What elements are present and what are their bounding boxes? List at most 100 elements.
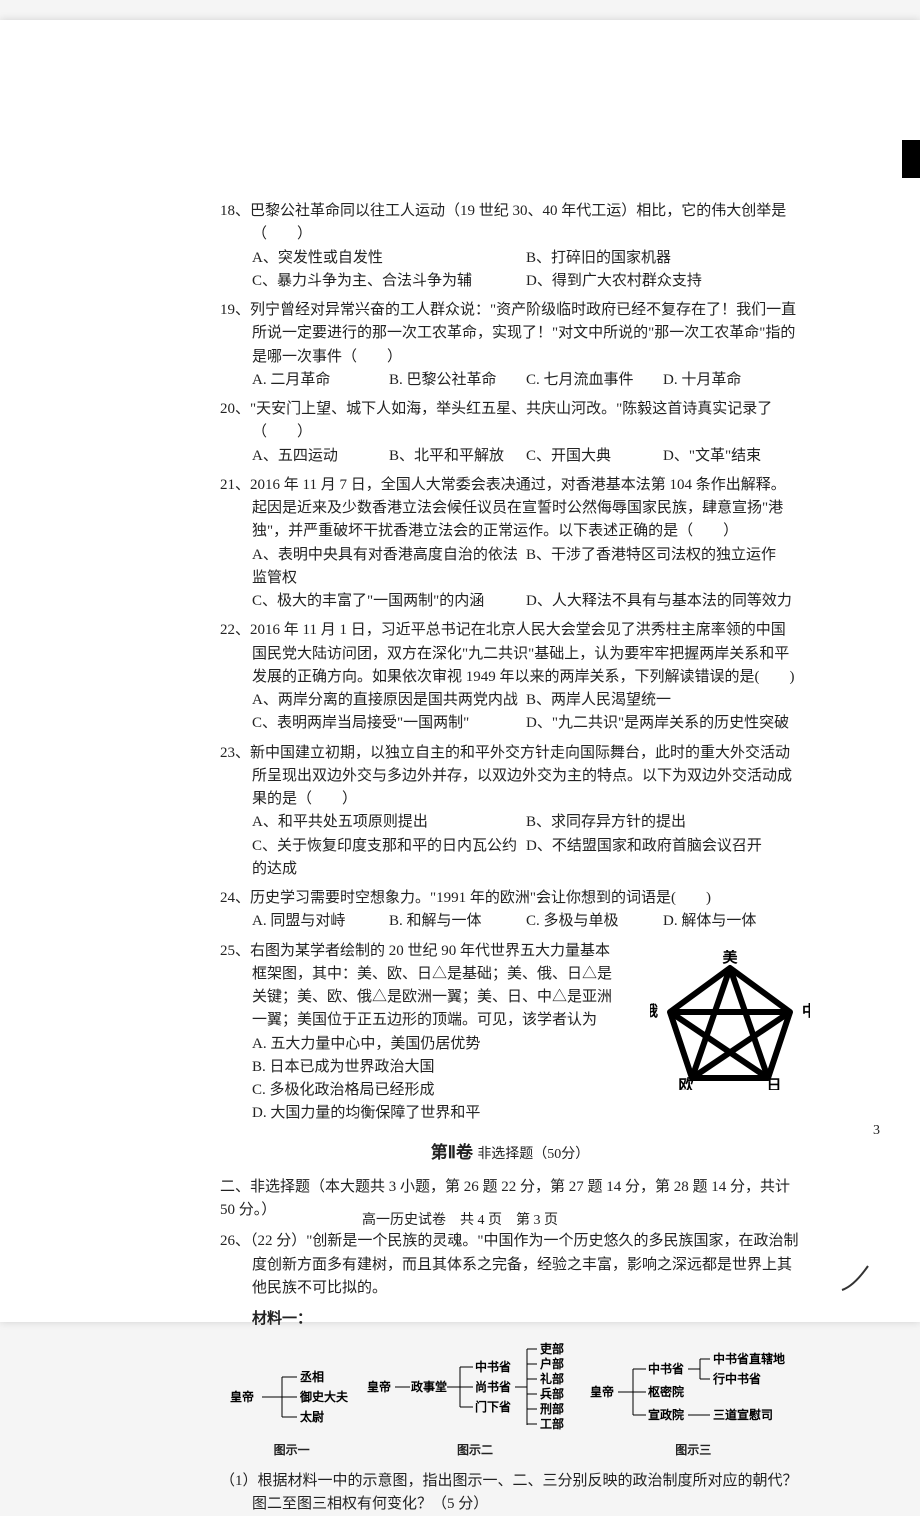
q20-opt-d: D、"文革"结束 bbox=[663, 445, 800, 468]
diagram-1: 皇帝 丞相 御史大夫 太尉 图示一 bbox=[222, 1357, 362, 1460]
d3-r2: 行中书省 bbox=[712, 1371, 761, 1386]
page-footer: 高一历史试卷 共 4 页 第 3 页 bbox=[0, 1210, 920, 1232]
q23-opt-c: C、关于恢复印度支那和平的日内瓦公约的达成 bbox=[252, 835, 526, 882]
q18-opt-c: C、暴力斗争为主、合法斗争为辅 bbox=[252, 270, 526, 293]
q23-opt-b: B、求同存异方针的提出 bbox=[526, 811, 800, 834]
q24-opt-b: B. 和解与一体 bbox=[389, 910, 526, 933]
d3-item-2: 宣政院 bbox=[648, 1407, 684, 1422]
q24-opt-a: A. 同盟与对峙 bbox=[252, 910, 389, 933]
question-23: 23、新中国建立初期，以独立自主的和平外交方针走向国际舞台，此时的重大外交活动所… bbox=[220, 742, 800, 882]
q23-options: A、和平共处五项原则提出 B、求同存异方针的提出 C、关于恢复印度支那和平的日内… bbox=[220, 811, 800, 881]
material-1-diagrams: 皇帝 丞相 御史大夫 太尉 图示一 bbox=[220, 1337, 800, 1460]
pentagon-label-top: 美 bbox=[722, 950, 738, 966]
d2-root: 皇帝 bbox=[367, 1379, 391, 1394]
d2-dept-3: 兵部 bbox=[540, 1386, 564, 1401]
question-20: 20、"天安门上望、城下人如海，举头红五星、共庆山河改。"陈毅这首诗真实记录了（… bbox=[220, 398, 800, 468]
d2-prov-1: 尚书省 bbox=[475, 1379, 511, 1394]
question-19: 19、列宁曾经对异常兴奋的工人群众说："资产阶级临时政府已经不复存在了！我们一直… bbox=[220, 299, 800, 392]
q19-opt-b: B. 巴黎公社革命 bbox=[389, 369, 526, 392]
q25-opt-a: A. 五大力量中心中，美国仍居优势 bbox=[220, 1033, 614, 1056]
d3-item-1: 枢密院 bbox=[648, 1384, 684, 1399]
q22-stem: 22、2016 年 11 月 1 日，习近平总书记在北京人民大会堂会见了洪秀柱主… bbox=[220, 619, 800, 689]
d2-dept-2: 礼部 bbox=[540, 1371, 564, 1386]
corner-mark-icon bbox=[840, 1262, 870, 1292]
q23-opt-a: A、和平共处五项原则提出 bbox=[252, 811, 526, 834]
q21-opt-b: B、干涉了香港特区司法权的独立运作 bbox=[526, 544, 800, 591]
q21-opt-a: A、表明中央具有对香港高度自治的依法监管权 bbox=[252, 544, 526, 591]
d2-dept-0: 吏部 bbox=[540, 1341, 564, 1356]
d2-dept-4: 刑部 bbox=[540, 1401, 564, 1416]
q18-stem: 18、巴黎公社革命同以往工人运动（19 世纪 30、40 年代工运）相比，它的伟… bbox=[220, 200, 800, 247]
q19-options: A. 二月革命 B. 巴黎公社革命 C. 七月流血事件 D. 十月革命 bbox=[220, 369, 800, 392]
pentagon-label-r2: 日 bbox=[766, 1077, 781, 1090]
section-2-title-main: 第Ⅱ卷 bbox=[431, 1143, 473, 1162]
d3-item-0: 中书省 bbox=[648, 1361, 684, 1376]
question-25: 25、右图为某学者绘制的 20 世纪 90 年代世界五大力量基本框架图，其中：美… bbox=[220, 940, 800, 1126]
q18-opt-d: D、得到广大农村群众支持 bbox=[526, 270, 800, 293]
question-18: 18、巴黎公社革命同以往工人运动（19 世纪 30、40 年代工运）相比，它的伟… bbox=[220, 200, 800, 293]
q21-opt-d: D、人大释法不具有与基本法的同等效力 bbox=[526, 590, 800, 613]
page: 18、巴黎公社革命同以往工人运动（19 世纪 30、40 年代工运）相比，它的伟… bbox=[0, 20, 920, 1322]
q20-opt-a: A、五四运动 bbox=[252, 445, 389, 468]
q23-stem: 23、新中国建立初期，以独立自主的和平外交方针走向国际舞台，此时的重大外交活动所… bbox=[220, 742, 800, 812]
diagram-2: 皇帝 政事堂 中书省 尚书省 门下省 吏部 户部 礼部 兵部 刑部 工部 图示二 bbox=[365, 1337, 585, 1460]
d2-dept-5: 工部 bbox=[540, 1416, 564, 1431]
d1-root: 皇帝 bbox=[230, 1389, 254, 1404]
q20-opt-c: C、开国大典 bbox=[526, 445, 663, 468]
q24-options: A. 同盟与对峙 B. 和解与一体 C. 多极与单极 D. 解体与一体 bbox=[220, 910, 800, 933]
q24-opt-d: D. 解体与一体 bbox=[663, 910, 800, 933]
pentagon-label-l1: 俄 bbox=[650, 1002, 658, 1020]
q24-opt-c: C. 多极与单极 bbox=[526, 910, 663, 933]
q20-opt-b: B、北平和平解放 bbox=[389, 445, 526, 468]
q22-opt-c: C、表明两岸当局接受"一国两制" bbox=[252, 712, 526, 735]
q25-opt-d: D. 大国力量的均衡保障了世界和平 bbox=[220, 1102, 614, 1125]
page-number: 3 bbox=[873, 1120, 880, 1142]
d3-r3: 三道宣慰司 bbox=[713, 1407, 773, 1422]
q19-opt-a: A. 二月革命 bbox=[252, 369, 389, 392]
q21-stem: 21、2016 年 11 月 7 日，全国人大常委会表决通过，对香港基本法第 1… bbox=[220, 474, 800, 544]
d1-item-1: 御史大夫 bbox=[299, 1389, 349, 1404]
q18-opt-a: A、突发性或自发性 bbox=[252, 247, 526, 270]
question-21: 21、2016 年 11 月 7 日，全国人大常委会表决通过，对香港基本法第 1… bbox=[220, 474, 800, 614]
question-22: 22、2016 年 11 月 1 日，习近平总书记在北京人民大会堂会见了洪秀柱主… bbox=[220, 619, 800, 735]
diagram-1-label: 图示一 bbox=[222, 1441, 362, 1460]
d3-r1: 中书省直辖地 bbox=[713, 1351, 785, 1366]
pentagon-label-l2: 欧 bbox=[678, 1076, 693, 1090]
d1-item-2: 太尉 bbox=[300, 1409, 324, 1424]
q22-opt-b: B、两岸人民渴望统一 bbox=[526, 689, 800, 712]
d2-mid: 政事堂 bbox=[411, 1379, 447, 1394]
q19-opt-c: C. 七月流血事件 bbox=[526, 369, 663, 392]
q25-stem: 25、右图为某学者绘制的 20 世纪 90 年代世界五大力量基本框架图，其中：美… bbox=[220, 940, 614, 1033]
q26-stem: 26、（22 分）"创新是一个民族的灵魂。"中国作为一个历史悠久的多民族国家，在… bbox=[220, 1230, 800, 1300]
q22-options: A、两岸分离的直接原因是国共两党内战 B、两岸人民渴望统一 C、表明两岸当局接受… bbox=[220, 689, 800, 736]
question-24: 24、历史学习需要时空想象力。"1991 年的欧洲"会让你想到的词语是( ) A… bbox=[220, 887, 800, 934]
q25-opt-b: B. 日本已成为世界政治大国 bbox=[220, 1056, 614, 1079]
q21-options: A、表明中央具有对香港高度自治的依法监管权 B、干涉了香港特区司法权的独立运作 … bbox=[220, 544, 800, 614]
d3-root: 皇帝 bbox=[590, 1384, 614, 1399]
material-1-label: 材料一： bbox=[220, 1308, 800, 1331]
section-2-title-sub: 非选择题（50分） bbox=[477, 1147, 589, 1162]
diagram-3-label: 图示三 bbox=[588, 1441, 798, 1460]
q18-options: A、突发性或自发性 B、打碎旧的国家机器 C、暴力斗争为主、合法斗争为辅 D、得… bbox=[220, 247, 800, 294]
d2-prov-0: 中书省 bbox=[475, 1359, 511, 1374]
q24-stem: 24、历史学习需要时空想象力。"1991 年的欧洲"会让你想到的词语是( ) bbox=[220, 887, 800, 910]
q20-options: A、五四运动 B、北平和平解放 C、开国大典 D、"文革"结束 bbox=[220, 445, 800, 468]
q19-stem: 19、列宁曾经对异常兴奋的工人群众说："资产阶级临时政府已经不复存在了！我们一直… bbox=[220, 299, 800, 369]
d2-prov-2: 门下省 bbox=[475, 1399, 511, 1414]
q22-opt-d: D、"九二共识"是两岸关系的历史性突破 bbox=[526, 712, 800, 735]
d2-dept-1: 户部 bbox=[540, 1356, 564, 1371]
d1-item-0: 丞相 bbox=[300, 1369, 324, 1384]
diagram-3: 皇帝 中书省 枢密院 宣政院 中书省直辖地 行中书省 三道宣慰司 图示三 bbox=[588, 1347, 798, 1460]
q21-opt-c: C、极大的丰富了"一国两制"的内涵 bbox=[252, 590, 526, 613]
q22-opt-a: A、两岸分离的直接原因是国共两党内战 bbox=[252, 689, 526, 712]
q26-subq1: （1）根据材料一中的示意图，指出图示一、二、三分别反映的政治制度所对应的朝代？图… bbox=[220, 1470, 800, 1516]
pentagon-label-r1: 中 bbox=[802, 1002, 810, 1020]
q18-opt-b: B、打碎旧的国家机器 bbox=[526, 247, 800, 270]
pentagon-diagram: 美 中 日 欧 俄 bbox=[650, 950, 810, 1090]
q23-opt-d: D、不结盟国家和政府首脑会议召开 bbox=[526, 835, 800, 882]
q20-stem: 20、"天安门上望、城下人如海，举头红五星、共庆山河改。"陈毅这首诗真实记录了（… bbox=[220, 398, 800, 445]
section-2-title: 第Ⅱ卷 非选择题（50分） bbox=[220, 1140, 800, 1166]
q25-opt-c: C. 多极化政治格局已经形成 bbox=[220, 1079, 614, 1102]
q19-opt-d: D. 十月革命 bbox=[663, 369, 800, 392]
diagram-2-label: 图示二 bbox=[365, 1441, 585, 1460]
